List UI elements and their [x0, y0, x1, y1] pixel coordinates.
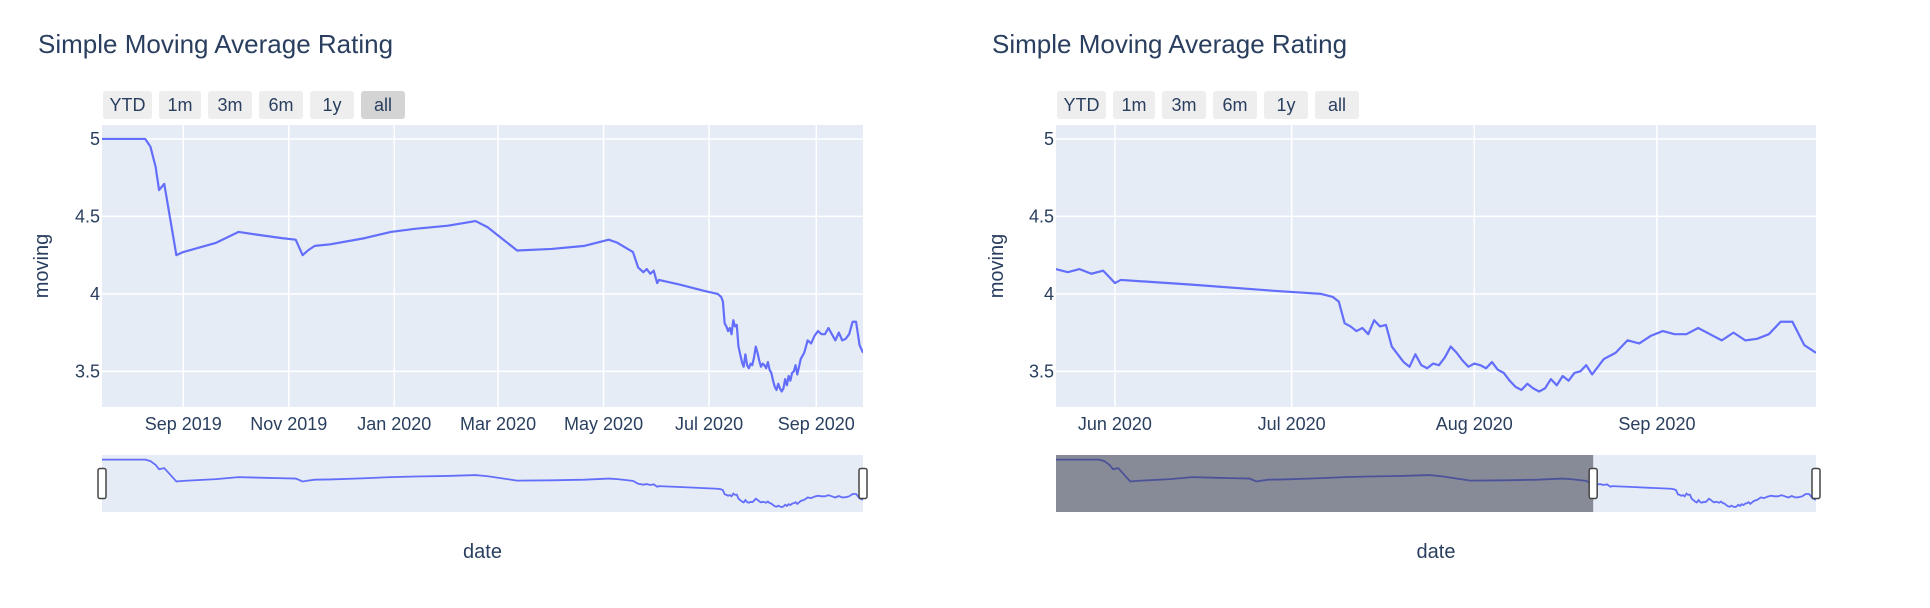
- range-button-bg[interactable]: [1315, 91, 1359, 119]
- range-button-label[interactable]: 1m: [167, 95, 192, 115]
- y-tick-label: 3.5: [1029, 361, 1054, 381]
- range-button-label[interactable]: all: [374, 95, 392, 115]
- range-button-all[interactable]: all: [361, 91, 405, 119]
- y-tick-label: 4.5: [1029, 206, 1054, 226]
- x-tick-label: Mar 2020: [460, 414, 536, 434]
- x-tick-label: Nov 2019: [250, 414, 327, 434]
- y-axis-title: moving: [986, 234, 1008, 298]
- range-slider[interactable]: [97, 455, 868, 512]
- range-button-all[interactable]: all: [1315, 91, 1359, 119]
- range-button-label[interactable]: 3m: [1171, 95, 1196, 115]
- y-tick-label: 5: [1044, 129, 1054, 149]
- chart-title: Simple Moving Average Rating: [38, 29, 393, 59]
- plot-area: [1056, 125, 1816, 407]
- y-axis-title: moving: [31, 234, 53, 298]
- range-button-label[interactable]: 3m: [217, 95, 242, 115]
- range-button-label[interactable]: 1y: [1276, 95, 1295, 115]
- range-button-1y[interactable]: 1y: [310, 91, 354, 119]
- y-tick-label: 3.5: [75, 361, 100, 381]
- range-slider-bg: [102, 455, 863, 512]
- range-button-bg[interactable]: [259, 91, 303, 119]
- x-tick-label: Jan 2020: [357, 414, 431, 434]
- series-line-moving: [102, 137, 863, 393]
- range-button-bg[interactable]: [1162, 91, 1206, 119]
- range-button-6m[interactable]: 6m: [259, 91, 303, 119]
- range-button-ytd[interactable]: YTD: [1057, 91, 1106, 119]
- x-axis-title: date: [463, 541, 502, 563]
- x-tick-label: Jul 2020: [1258, 414, 1326, 434]
- range-button-1m[interactable]: 1m: [159, 91, 201, 119]
- range-button-bg[interactable]: [103, 91, 152, 119]
- range-slider-handle-right[interactable]: [1811, 467, 1821, 500]
- range-button-ytd[interactable]: YTD: [103, 91, 152, 119]
- range-button-label[interactable]: 6m: [268, 95, 293, 115]
- range-button-label[interactable]: all: [1328, 95, 1346, 115]
- range-slider-handle-left[interactable]: [97, 467, 107, 500]
- x-tick-label: Sep 2020: [778, 414, 855, 434]
- range-button-bg[interactable]: [310, 91, 354, 119]
- range-button-label[interactable]: 1m: [1121, 95, 1146, 115]
- chart-panel-2: Simple Moving Average Rating YTD 1m 3m 6m 1y a…: [986, 29, 1821, 563]
- range-button-1y[interactable]: 1y: [1264, 91, 1308, 119]
- x-tick-label: Jun 2020: [1078, 414, 1152, 434]
- x-tick-label: Sep 2019: [145, 414, 222, 434]
- range-button-label[interactable]: YTD: [1064, 95, 1100, 115]
- range-button-bg[interactable]: [208, 91, 252, 119]
- x-tick-label: Aug 2020: [1436, 414, 1513, 434]
- range-slider-mask-left: [1056, 455, 1594, 512]
- x-tick-label: May 2020: [564, 414, 643, 434]
- range-button-3m[interactable]: 3m: [208, 91, 252, 119]
- range-button-label[interactable]: YTD: [110, 95, 146, 115]
- range-slider[interactable]: [1056, 455, 1821, 512]
- y-tick-label: 4.5: [75, 206, 100, 226]
- range-slider-handle-left[interactable]: [1588, 467, 1598, 500]
- range-slider-line: [102, 458, 864, 509]
- range-button-bg[interactable]: [159, 91, 201, 119]
- y-tick-label: 4: [90, 284, 100, 304]
- y-tick-label: 4: [1044, 284, 1054, 304]
- range-button-bg[interactable]: [361, 91, 405, 119]
- range-button-bg[interactable]: [1057, 91, 1106, 119]
- x-tick-label: Sep 2020: [1618, 414, 1695, 434]
- x-tick-label: Jul 2020: [675, 414, 743, 434]
- chart-title: Simple Moving Average Rating: [992, 29, 1347, 59]
- range-button-1m[interactable]: 1m: [1113, 91, 1155, 119]
- range-button-3m[interactable]: 3m: [1162, 91, 1206, 119]
- range-slider-handle-right[interactable]: [858, 467, 868, 500]
- range-button-bg[interactable]: [1113, 91, 1155, 119]
- chart-panel-1: Simple Moving Average Rating YTD 1m 3m 6m 1y a…: [31, 29, 868, 563]
- series-line-moving: [1056, 267, 1816, 393]
- range-button-bg[interactable]: [1213, 91, 1257, 119]
- range-button-label[interactable]: 6m: [1222, 95, 1247, 115]
- range-button-bg[interactable]: [1264, 91, 1308, 119]
- range-button-6m[interactable]: 6m: [1213, 91, 1257, 119]
- plot-area: [102, 125, 863, 407]
- range-button-label[interactable]: 1y: [322, 95, 341, 115]
- x-axis-title: date: [1417, 541, 1456, 563]
- y-tick-label: 5: [90, 129, 100, 149]
